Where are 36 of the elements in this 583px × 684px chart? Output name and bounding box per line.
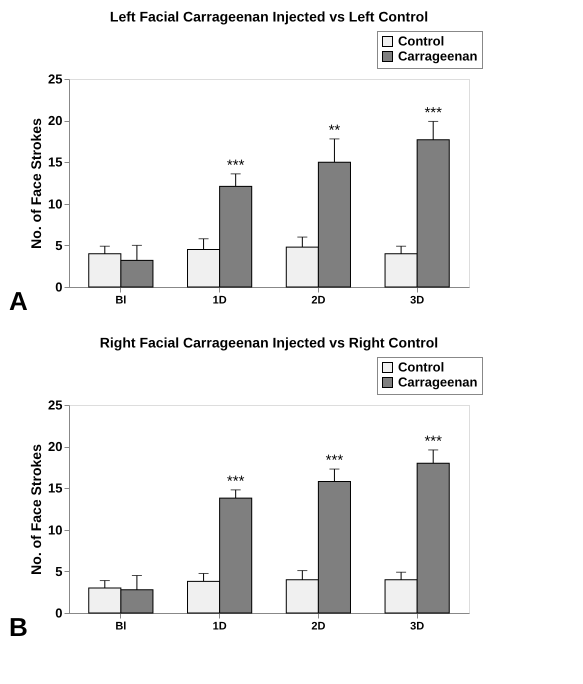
- x-tick-label: 2D: [311, 620, 326, 632]
- y-tick-label: 0: [55, 606, 62, 620]
- y-tick-label: 25: [48, 398, 62, 412]
- data-label: ***: [226, 472, 245, 490]
- text: A: [9, 286, 28, 316]
- data-label: ***: [424, 432, 442, 450]
- y-tick-label: 20: [48, 113, 62, 128]
- y-axis-title: No. of Face Strokes: [28, 118, 44, 249]
- y-tick-label: 15: [48, 154, 62, 170]
- legend-label: Carrageenan: [398, 48, 478, 64]
- legend-label: Control: [398, 360, 444, 374]
- y-tick-label: 5: [55, 564, 62, 579]
- chart-title: Left Facial Carrageenan Injected vs Left Control: [110, 8, 428, 24]
- x-tick-label: 2D: [311, 294, 326, 306]
- legend-label: Carrageenan: [398, 374, 478, 390]
- data-label: ***: [424, 104, 442, 122]
- y-tick-label: 25: [48, 72, 62, 86]
- x-tick-label: 3D: [410, 294, 424, 306]
- x-tick-label: Bl: [115, 620, 126, 632]
- y-tick-label: 20: [48, 439, 62, 454]
- text: B: [9, 612, 28, 642]
- y-tick-label: 5: [55, 238, 62, 253]
- data-label: ***: [226, 156, 245, 174]
- y-tick-label: 15: [48, 480, 62, 496]
- x-tick-label: 1D: [212, 620, 227, 632]
- data-label: ***: [326, 452, 344, 470]
- y-tick-label: 10: [48, 196, 62, 212]
- x-tick-label: 1D: [212, 294, 227, 306]
- y-tick-label: 10: [48, 522, 62, 538]
- chart-title: Right Facial Carrageenan Injected vs Right Control: [100, 334, 438, 350]
- x-tick-label: Bl: [115, 294, 126, 306]
- x-tick-label: 3D: [410, 620, 424, 632]
- y-axis-title: No. of Face Strokes: [28, 444, 44, 575]
- data-label: **: [328, 122, 340, 139]
- y-tick-label: 0: [55, 280, 62, 294]
- legend-label: Control: [398, 34, 444, 48]
